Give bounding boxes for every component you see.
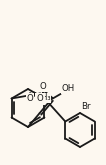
Text: O: O xyxy=(39,82,46,91)
Text: Br: Br xyxy=(81,102,91,111)
Text: O: O xyxy=(37,95,43,103)
Text: OH: OH xyxy=(62,84,75,93)
Text: O: O xyxy=(26,94,33,103)
Text: CH₃: CH₃ xyxy=(36,94,51,102)
